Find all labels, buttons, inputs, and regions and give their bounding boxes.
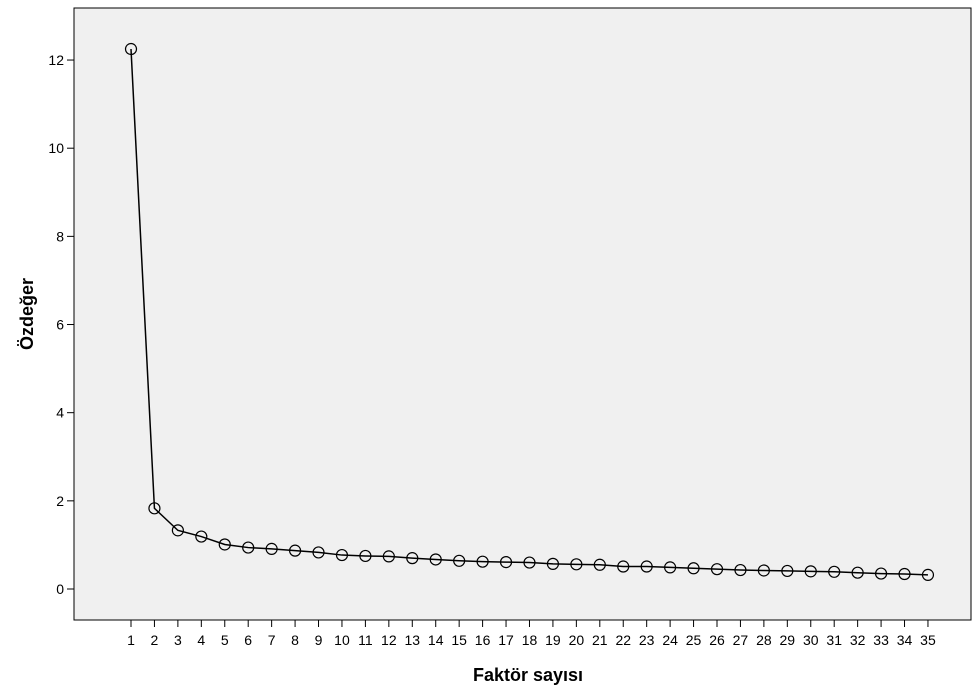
data-point-marker bbox=[288, 544, 302, 557]
y-tick-label: 6 bbox=[56, 317, 64, 333]
y-tick-label: 12 bbox=[48, 52, 64, 68]
x-tick-label: 20 bbox=[569, 632, 585, 648]
data-point-marker bbox=[476, 555, 489, 568]
x-tick-label: 34 bbox=[897, 632, 913, 648]
data-point-marker bbox=[382, 550, 395, 563]
x-tick-label: 10 bbox=[334, 632, 350, 648]
data-point-marker bbox=[195, 530, 208, 543]
series-line bbox=[130, 48, 928, 576]
data-point-marker bbox=[171, 524, 184, 537]
data-point-marker bbox=[757, 564, 770, 577]
data-point-marker bbox=[828, 565, 841, 578]
x-tick-label: 29 bbox=[780, 632, 796, 648]
x-tick-label: 22 bbox=[615, 632, 631, 648]
y-axis-title: Özdeğer bbox=[17, 278, 37, 350]
data-point-marker bbox=[148, 502, 161, 515]
data-point-marker bbox=[242, 541, 255, 554]
x-tick-label: 9 bbox=[315, 632, 323, 648]
x-tick-label: 11 bbox=[358, 632, 373, 648]
x-tick-label: 4 bbox=[197, 632, 205, 648]
x-axis-title: Faktör sayısı bbox=[473, 665, 583, 685]
x-axis-ticks: 1 2 3 4 5 6 7 8 9 10 11 12 13 14 15 16 17 18 19 20 21 22 23 24 2… bbox=[127, 620, 936, 648]
data-point-marker bbox=[546, 557, 560, 570]
x-tick-label: 1 bbox=[127, 632, 135, 648]
data-point-marker bbox=[781, 564, 794, 578]
x-tick-label: 13 bbox=[404, 632, 420, 648]
data-point-marker bbox=[710, 563, 724, 576]
data-point-marker bbox=[406, 552, 419, 565]
y-axis-ticks: 0 2 4 6 8 10 12 bbox=[48, 52, 74, 597]
data-point-marker bbox=[570, 558, 583, 571]
x-tick-label: 2 bbox=[151, 632, 159, 648]
data-point-marker bbox=[687, 562, 700, 575]
x-tick-label: 28 bbox=[756, 632, 772, 648]
x-tick-label: 32 bbox=[850, 632, 866, 648]
data-point-marker bbox=[640, 560, 653, 573]
data-point-marker bbox=[359, 549, 372, 563]
data-point-marker bbox=[124, 42, 138, 56]
x-tick-label: 26 bbox=[709, 632, 725, 648]
y-tick-label: 0 bbox=[56, 581, 64, 597]
data-point-marker bbox=[617, 560, 630, 573]
x-tick-label: 21 bbox=[592, 632, 608, 648]
data-point-marker bbox=[664, 561, 677, 574]
data-point-marker bbox=[335, 548, 349, 562]
x-tick-label: 17 bbox=[498, 632, 514, 648]
data-point-marker bbox=[453, 554, 466, 567]
x-tick-label: 35 bbox=[920, 632, 936, 648]
x-tick-label: 14 bbox=[428, 632, 444, 648]
x-tick-label: 25 bbox=[686, 632, 702, 648]
x-tick-label: 27 bbox=[733, 632, 749, 648]
data-point-marker bbox=[734, 563, 747, 577]
data-point-marker bbox=[804, 565, 817, 578]
x-tick-label: 6 bbox=[244, 632, 252, 648]
y-tick-label: 4 bbox=[56, 405, 64, 421]
x-tick-label: 30 bbox=[803, 632, 819, 648]
x-tick-label: 31 bbox=[826, 632, 842, 648]
y-tick-label: 2 bbox=[56, 493, 64, 509]
plot-area bbox=[73, 7, 972, 621]
x-tick-label: 33 bbox=[873, 632, 889, 648]
x-tick-label: 8 bbox=[291, 632, 299, 648]
x-tick-label: 24 bbox=[662, 632, 678, 648]
x-tick-label: 16 bbox=[475, 632, 491, 648]
series-layer bbox=[124, 42, 935, 581]
data-point-marker bbox=[429, 553, 442, 566]
x-tick-label: 18 bbox=[522, 632, 538, 648]
data-point-marker bbox=[593, 558, 606, 571]
x-tick-label: 19 bbox=[545, 632, 561, 648]
y-tick-label: 8 bbox=[56, 228, 64, 244]
x-tick-label: 5 bbox=[221, 632, 229, 648]
x-tick-label: 23 bbox=[639, 632, 655, 648]
data-point-marker bbox=[921, 568, 935, 581]
data-point-marker bbox=[523, 556, 536, 569]
x-tick-label: 7 bbox=[268, 632, 276, 648]
data-point-marker bbox=[265, 542, 278, 555]
x-tick-label: 12 bbox=[381, 632, 397, 648]
data-point-marker bbox=[898, 567, 911, 581]
y-tick-label: 10 bbox=[48, 140, 64, 156]
data-point-marker bbox=[874, 567, 888, 580]
data-point-marker bbox=[218, 538, 231, 551]
x-tick-label: 15 bbox=[451, 632, 467, 648]
data-point-marker bbox=[312, 546, 325, 559]
data-point-marker bbox=[499, 556, 513, 569]
x-tick-label: 3 bbox=[174, 632, 182, 648]
data-point-marker bbox=[851, 566, 864, 579]
